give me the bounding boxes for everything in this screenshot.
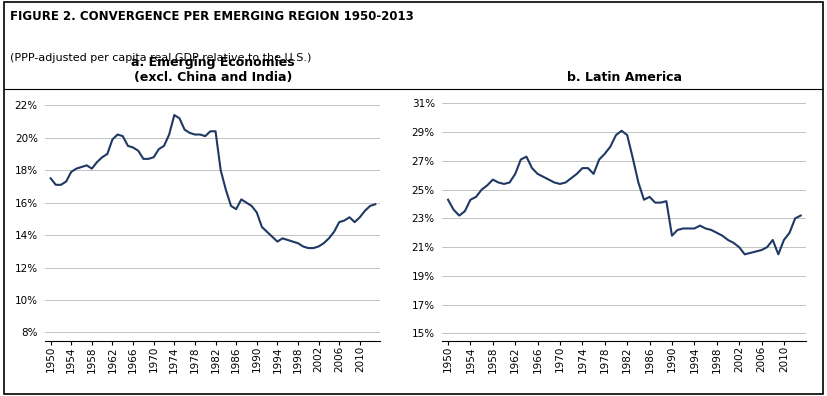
- Title: a. Emerging Economies
(excl. China and India): a. Emerging Economies (excl. China and I…: [131, 56, 294, 84]
- Text: FIGURE 2. CONVERGENCE PER EMERGING REGION 1950-2013: FIGURE 2. CONVERGENCE PER EMERGING REGIO…: [10, 10, 413, 23]
- Title: b. Latin America: b. Latin America: [566, 71, 682, 84]
- Text: (PPP-adjusted per capita real GDP relative to the U.S.): (PPP-adjusted per capita real GDP relati…: [10, 53, 311, 63]
